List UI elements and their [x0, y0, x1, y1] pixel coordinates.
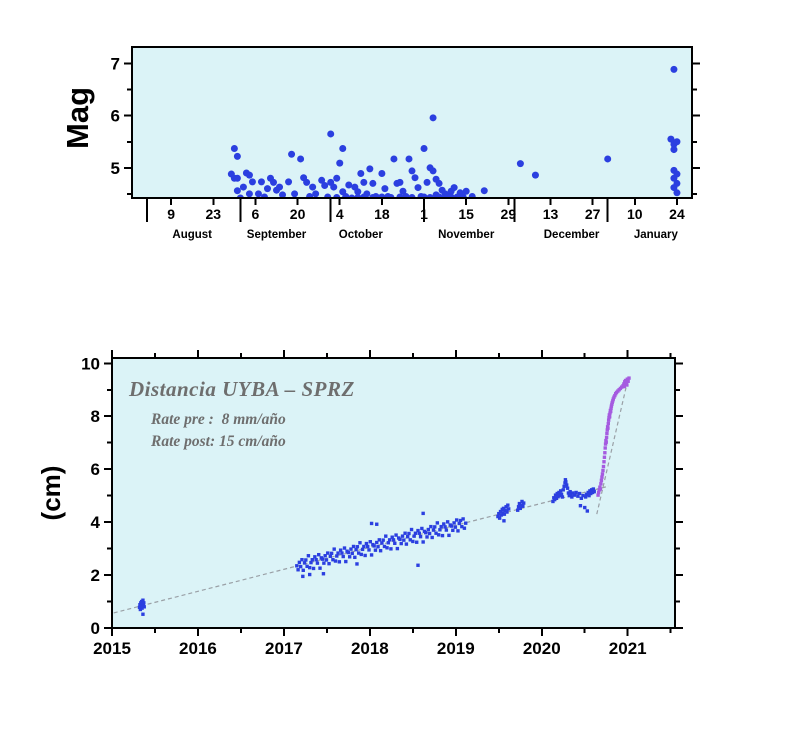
- svg-text:10: 10: [81, 354, 100, 373]
- svg-text:November: November: [438, 229, 495, 241]
- svg-text:5: 5: [111, 159, 120, 178]
- svg-text:0: 0: [91, 619, 100, 638]
- svg-text:2015: 2015: [93, 639, 131, 658]
- svg-text:6: 6: [91, 460, 100, 479]
- svg-text:10: 10: [627, 206, 643, 222]
- svg-text:23: 23: [206, 206, 222, 222]
- rate-pre-annotation: Rate pre : 8 mm/año: [151, 411, 286, 428]
- svg-text:January: January: [634, 229, 679, 241]
- svg-text:2016: 2016: [179, 639, 217, 658]
- svg-text:8: 8: [91, 407, 100, 426]
- svg-text:August: August: [172, 229, 212, 241]
- cm-axis-label: (cm): [36, 465, 66, 521]
- svg-text:2018: 2018: [351, 639, 389, 658]
- svg-text:20: 20: [290, 206, 306, 222]
- svg-text:6: 6: [111, 107, 120, 126]
- mag-points: [227, 65, 681, 198]
- svg-text:24: 24: [669, 206, 685, 222]
- svg-text:2: 2: [91, 566, 100, 585]
- series-pre: [137, 478, 596, 616]
- svg-text:7: 7: [111, 55, 120, 74]
- svg-text:15: 15: [458, 206, 474, 222]
- svg-text:4: 4: [336, 206, 344, 222]
- svg-text:2017: 2017: [265, 639, 303, 658]
- svg-text:6: 6: [252, 206, 260, 222]
- svg-text:2021: 2021: [609, 639, 647, 658]
- svg-text:October: October: [339, 229, 384, 241]
- svg-text:December: December: [544, 229, 600, 241]
- svg-text:4: 4: [91, 513, 101, 532]
- svg-text:27: 27: [585, 206, 601, 222]
- mag-axis-label: Mag: [60, 87, 95, 149]
- svg-text:29: 29: [501, 206, 517, 222]
- svg-text:13: 13: [543, 206, 559, 222]
- svg-text:9: 9: [167, 206, 175, 222]
- rate-post-annotation: Rate post: 15 cm/año: [151, 433, 286, 450]
- series-post: [596, 376, 631, 497]
- svg-text:September: September: [247, 229, 307, 241]
- svg-text:1: 1: [420, 206, 428, 222]
- svg-text:18: 18: [374, 206, 390, 222]
- svg-text:2020: 2020: [523, 639, 561, 658]
- distance-content: [113, 376, 631, 616]
- distance-chart-title: Distancia UYBA – SPRZ: [129, 377, 355, 401]
- svg-text:2019: 2019: [437, 639, 475, 658]
